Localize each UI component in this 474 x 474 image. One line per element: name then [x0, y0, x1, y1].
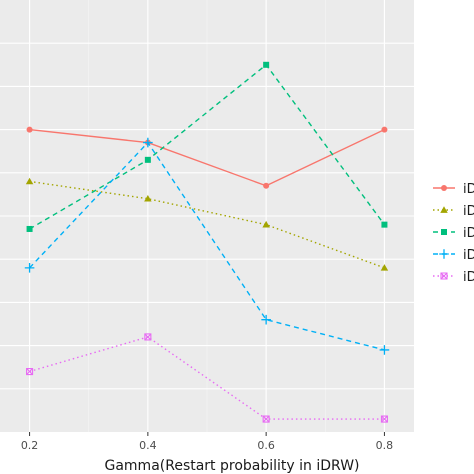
legend-item-1: iD — [433, 182, 474, 197]
series-4-point — [379, 345, 390, 355]
series-1-point — [263, 182, 270, 189]
legend-item-4: iD — [433, 248, 474, 263]
series-3-point — [381, 221, 388, 228]
series-5-point — [262, 415, 270, 423]
series-2-point — [144, 194, 152, 202]
x-tick-label: 0.6 — [257, 439, 275, 452]
series-1-point — [26, 126, 33, 133]
series-3-point — [263, 61, 270, 68]
x-tick-label: 0.2 — [21, 439, 39, 452]
legend-item-2: iD — [433, 204, 474, 219]
legend-item-3: iD — [433, 226, 474, 241]
legend-label: iD — [463, 270, 474, 285]
series-4-point — [143, 137, 153, 148]
series-2-point — [25, 177, 34, 185]
legend-label: iD — [463, 204, 474, 219]
legend-marker — [440, 272, 448, 280]
series-4-point — [24, 263, 35, 273]
x-tick-label: 0.4 — [139, 439, 157, 452]
grid — [0, 0, 414, 432]
legend-marker — [441, 185, 447, 191]
legend-label: iD — [463, 226, 474, 241]
legend-marker — [441, 229, 447, 235]
series-5-point — [380, 415, 388, 423]
series-3-point — [26, 225, 33, 232]
x-axis: 0.2 0.4 0.6 0.8 — [21, 432, 393, 452]
series-2-point — [380, 264, 389, 271]
series-2-point — [262, 220, 270, 228]
legend-label: iD — [463, 248, 474, 263]
x-axis-title: Gamma(Restart probability in iDRW) — [104, 458, 359, 474]
x-tick-label: 0.8 — [376, 439, 394, 452]
series-4 — [24, 137, 390, 355]
legend-label: iD — [463, 182, 474, 197]
series-4-point — [261, 314, 271, 325]
series-3-line — [29, 63, 385, 230]
legend-marker — [440, 206, 448, 213]
series-5-point — [26, 367, 34, 376]
series-2 — [25, 177, 389, 271]
series-3 — [26, 61, 388, 232]
series-5 — [26, 333, 388, 423]
legend-marker — [439, 249, 449, 259]
series-2-line — [29, 180, 385, 269]
series-3-point — [144, 156, 151, 163]
series-1-point — [381, 126, 388, 133]
legend-item-5: iD — [433, 270, 474, 285]
series-group — [24, 61, 390, 423]
series-5-point — [144, 333, 152, 341]
series-1-line — [29, 128, 385, 187]
legend: iD iD iD iD iD — [433, 182, 474, 285]
